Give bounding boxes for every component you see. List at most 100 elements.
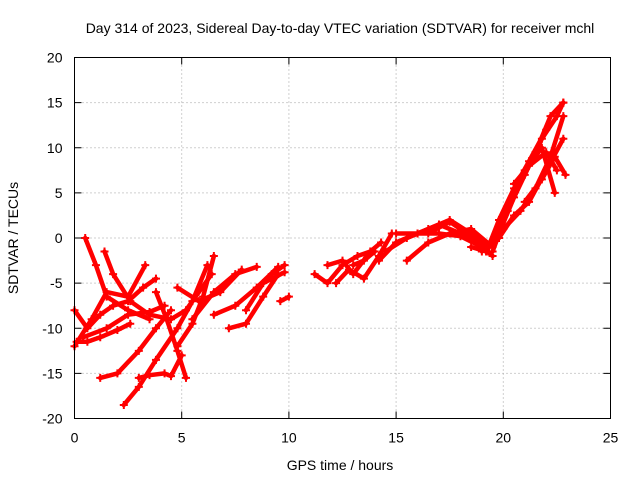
data-point [323, 279, 332, 288]
y-tick-label: 5 [55, 185, 63, 201]
data-point [374, 256, 383, 265]
data-point [173, 283, 182, 292]
series-track-9 [134, 351, 186, 382]
data-point [495, 234, 504, 242]
data-point [503, 206, 512, 215]
data-point [188, 315, 197, 324]
data-point [134, 346, 143, 355]
data-point [499, 224, 508, 233]
x-tick-label: 10 [281, 430, 297, 446]
data-point [424, 238, 433, 247]
data-point [113, 326, 122, 335]
data-point [231, 270, 240, 279]
data-point [559, 112, 568, 121]
data-point [96, 373, 105, 382]
x-tick-label: 0 [71, 430, 79, 446]
data-point [83, 337, 92, 346]
data-point [280, 261, 289, 270]
data-point [537, 175, 546, 184]
y-tick-label: 0 [55, 230, 63, 246]
data-point [323, 261, 332, 270]
series-track-13 [188, 262, 261, 324]
data-point [145, 371, 154, 380]
data-point [181, 373, 190, 382]
data-point [209, 310, 218, 319]
x-axis-label: GPS time / hours [287, 457, 394, 473]
data-point [145, 308, 154, 317]
data-point [467, 224, 476, 233]
y-axis-label: SDTVAR / TECUs [5, 182, 21, 294]
data-point [392, 229, 401, 238]
series-line [226, 271, 281, 331]
series-line [97, 307, 174, 381]
data-point [477, 247, 486, 256]
data-point [109, 301, 118, 310]
series-track-27 [424, 217, 491, 256]
data-point [488, 247, 497, 256]
data-point [377, 238, 386, 247]
data-point [151, 355, 160, 364]
series-line [153, 289, 189, 381]
data-point [83, 324, 92, 333]
data-point [166, 372, 175, 381]
data-point [194, 297, 203, 306]
data-point [359, 256, 368, 265]
data-point [359, 274, 368, 283]
data-point [162, 315, 171, 324]
y-tick-labels: -20 -15 -10 -5 0 5 10 15 20 [42, 50, 62, 427]
data-point [96, 333, 105, 342]
data-point [520, 197, 529, 206]
data-point [402, 256, 411, 265]
data-point [231, 301, 240, 310]
data-point [537, 143, 546, 152]
series-layer [70, 98, 570, 409]
data-point [445, 217, 454, 226]
data-point [332, 279, 341, 288]
data-point [445, 229, 454, 238]
data-point [173, 342, 182, 351]
data-point [525, 161, 534, 170]
y-tick-label: 20 [47, 50, 63, 66]
series-track-21 [332, 229, 396, 288]
data-point [141, 261, 150, 270]
data-point [151, 288, 160, 297]
data-point [370, 247, 379, 256]
data-point [259, 292, 268, 301]
data-point [542, 148, 551, 157]
ticks [74, 57, 611, 419]
grid [74, 57, 611, 419]
data-point [166, 306, 175, 315]
data-point [72, 337, 81, 346]
data-point [102, 288, 111, 297]
x-tick-label: 25 [603, 430, 619, 446]
y-tick-label: -20 [42, 411, 62, 427]
series-track-17 [267, 261, 289, 279]
data-point [561, 170, 570, 179]
data-point [160, 369, 169, 378]
data-point [151, 274, 160, 283]
data-point [424, 229, 433, 238]
data-point [550, 188, 559, 197]
x-tick-label: 15 [388, 430, 404, 446]
data-point [259, 279, 268, 288]
data-point [102, 324, 111, 333]
data-point [96, 310, 105, 319]
series-track-22 [349, 247, 379, 270]
data-point [224, 324, 233, 333]
data-point [467, 243, 476, 252]
data-point [139, 283, 148, 292]
x-tick-label: 5 [178, 430, 186, 446]
series-track-7 [96, 306, 175, 382]
y-tick-label: 10 [47, 140, 63, 156]
series-line [211, 264, 281, 317]
x-tick-label: 20 [496, 430, 512, 446]
data-point [484, 243, 493, 252]
data-point [134, 382, 143, 391]
y-tick-label: -10 [42, 320, 62, 336]
data-point [559, 134, 568, 143]
data-point [559, 98, 568, 107]
data-point [209, 288, 218, 297]
data-point [344, 265, 353, 274]
data-point [109, 270, 118, 279]
